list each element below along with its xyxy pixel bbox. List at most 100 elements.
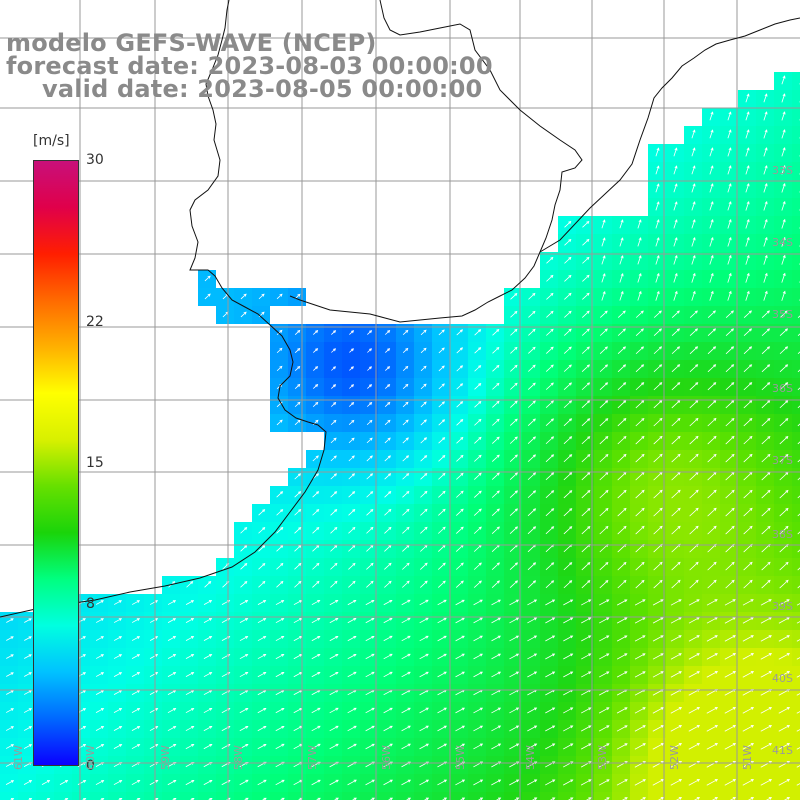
wind-arrow [312,455,319,462]
wind-arrow [653,544,663,553]
longitude-label: 51W [741,745,754,770]
wind-arrow-head [461,617,465,621]
wind-arrow-head [353,725,357,729]
wind-arrow-head [570,635,574,639]
wind-arrow [653,346,662,355]
wind-arrow-head [660,599,664,603]
wind-arrow [330,491,337,498]
wind-speed-cell [234,792,252,800]
wind-arrow-head [423,347,427,351]
wind-arrow [779,472,789,481]
wind-arrow [527,508,536,517]
wind-arrow [601,219,606,229]
wind-arrows [5,75,800,800]
wind-arrow [598,707,610,714]
wind-arrow-head [656,147,660,151]
wind-arrow [401,617,411,624]
wind-arrow [186,581,193,588]
wind-arrow [599,544,609,553]
wind-arrow-head [660,635,664,639]
wind-arrow-head [297,329,301,333]
wind-arrow-head [335,635,339,639]
wind-arrow [797,549,800,553]
wind-arrow-head [677,507,681,511]
wind-arrow-head [316,580,320,584]
wind-arrow-head [606,725,610,729]
wind-arrow-head [478,508,482,512]
wind-arrow-head [335,618,339,621]
wind-arrow-head [387,419,391,423]
wind-arrow-head [746,272,750,277]
wind-arrow [331,384,336,389]
wind-arrow-head [332,330,337,334]
wind-arrow-head [750,653,755,656]
wind-arrow [420,383,427,390]
wind-arrow [366,402,372,407]
wind-arrow-head [586,382,591,386]
wind-arrow [293,779,303,786]
wind-arrow-head [750,671,755,674]
wind-arrow-head [624,653,628,657]
wind-arrow [761,562,771,571]
wind-arrow [527,544,536,553]
wind-arrow-head [10,744,15,747]
wind-arrow [149,654,158,659]
wind-arrow-head [768,797,773,800]
longitude-label: 58W [232,745,245,770]
wind-arrow-head [405,401,409,405]
wind-arrow-head [606,671,610,675]
wind-arrow [167,636,176,641]
wind-arrow [293,690,303,696]
wind-arrow [527,382,536,390]
wind-arrow [420,347,427,354]
wind-arrow [725,472,735,481]
wind-arrow-head [351,419,355,423]
wind-speed-cell [198,792,216,800]
wind-arrow-head [315,473,320,477]
wind-arrow-head [532,346,536,350]
wind-speed-cell [54,792,72,800]
wind-arrow [347,671,357,678]
wind-arrow [635,364,644,373]
wind-arrow [616,743,628,750]
wind-arrow-head [624,779,628,783]
latitude-label: 39S [772,600,793,613]
wind-arrow-head [587,436,591,440]
wind-arrow-head [28,744,33,747]
wind-arrow-head [424,472,428,477]
wind-arrow [474,454,482,462]
wind-arrow-head [317,779,321,783]
wind-arrow [652,653,664,660]
wind-arrow [563,472,572,481]
wind-arrow-head [281,654,285,657]
wind-arrow [563,635,573,642]
wind-arrow-head [605,436,609,440]
wind-arrow [239,726,248,732]
wind-arrow [599,472,609,481]
wind-arrow [347,636,357,642]
wind-arrow [673,201,678,211]
wind-arrow-head [280,509,284,513]
wind-arrow-head [460,436,464,440]
wind-speed-cell [792,126,800,144]
wind-arrow [781,291,786,301]
wind-arrow [240,311,247,318]
wind-arrow-head [659,400,663,404]
wind-arrow-head [785,507,789,511]
wind-arrow-head [696,707,701,710]
wind-arrow-head [678,617,682,621]
wind-arrow-head [263,654,267,657]
wind-arrow-head [317,707,321,711]
wind-arrow [779,436,789,445]
wind-arrow [797,459,800,463]
wind-arrow [691,201,696,211]
wind-arrow-head [317,743,321,747]
wind-arrow [330,455,337,462]
wind-arrow-head [316,562,320,566]
wind-arrow [509,725,519,732]
wind-arrow-head [748,346,753,350]
wind-arrow-head [442,472,446,476]
wind-arrow-head [764,93,768,97]
wind-arrow-head [768,779,773,782]
wind-speed-cell [792,576,800,594]
